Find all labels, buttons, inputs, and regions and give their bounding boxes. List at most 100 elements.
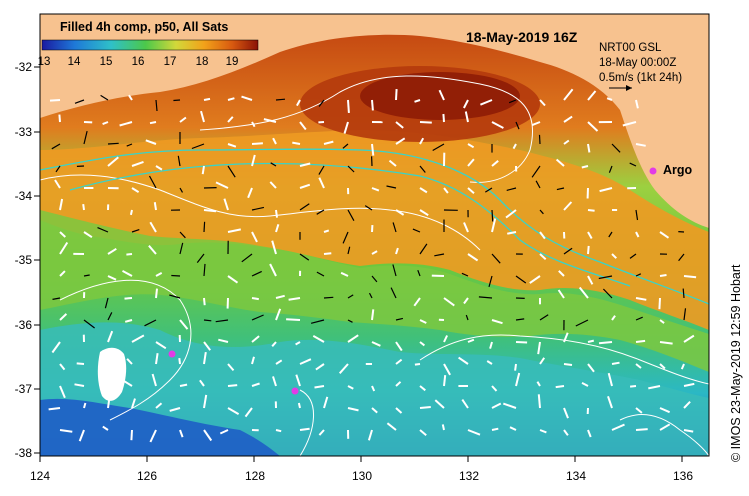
current-vector bbox=[347, 407, 359, 412]
current-vector bbox=[122, 270, 133, 277]
current-vector bbox=[155, 165, 163, 171]
map-title: 18-May-2019 16Z bbox=[466, 29, 578, 45]
current-vector bbox=[443, 374, 447, 387]
current-vector bbox=[275, 209, 278, 218]
current-vector bbox=[659, 407, 671, 414]
current-vector bbox=[340, 271, 349, 277]
colorbar-tick: 17 bbox=[163, 56, 177, 68]
current-vector bbox=[83, 231, 93, 239]
current-vector bbox=[635, 99, 639, 109]
current-vector bbox=[607, 395, 613, 409]
current-vector bbox=[318, 429, 325, 436]
current-vector bbox=[438, 89, 445, 101]
sst-cold-patch bbox=[40, 398, 280, 456]
current-vector bbox=[587, 121, 599, 132]
current-vector bbox=[179, 116, 187, 123]
current-vector bbox=[587, 339, 595, 343]
current-vector bbox=[635, 428, 648, 431]
x-tick-label: 132 bbox=[458, 469, 480, 483]
current-vector bbox=[463, 297, 469, 305]
current-vector bbox=[272, 376, 277, 387]
current-vector bbox=[149, 221, 157, 233]
current-vector bbox=[629, 385, 637, 388]
current-vector bbox=[480, 99, 493, 106]
current-vector bbox=[467, 429, 481, 436]
current-vector bbox=[196, 253, 205, 263]
current-vector bbox=[371, 187, 380, 192]
current-vector bbox=[119, 121, 133, 127]
current-vector bbox=[251, 142, 263, 145]
current-vector bbox=[419, 137, 425, 145]
current-vector bbox=[413, 297, 421, 307]
current-vector bbox=[275, 308, 282, 321]
current-vector bbox=[288, 297, 301, 301]
current-vector bbox=[556, 187, 565, 191]
current-vector bbox=[151, 373, 157, 387]
current-vector bbox=[371, 309, 375, 321]
current-vector bbox=[83, 130, 88, 145]
current-vector bbox=[659, 423, 671, 431]
current-vector bbox=[59, 385, 66, 399]
current-vector bbox=[310, 319, 325, 324]
current-vector bbox=[611, 143, 621, 153]
current-vector bbox=[215, 319, 229, 323]
current-vector bbox=[434, 253, 445, 257]
current-vector bbox=[179, 231, 186, 239]
current-vector bbox=[578, 286, 589, 299]
current-vector bbox=[539, 314, 549, 321]
current-vector bbox=[177, 155, 181, 167]
current-vector bbox=[104, 297, 109, 309]
current-vector bbox=[269, 181, 277, 189]
current-vector bbox=[395, 209, 405, 216]
current-vector bbox=[299, 203, 310, 211]
current-vector bbox=[458, 356, 469, 365]
current-vector bbox=[659, 231, 670, 239]
current-vector bbox=[169, 407, 181, 412]
current-vector bbox=[78, 429, 85, 442]
current-vector bbox=[581, 382, 589, 387]
current-vector bbox=[635, 363, 642, 369]
current-vector bbox=[145, 139, 157, 145]
current-vector bbox=[587, 209, 595, 212]
current-vector bbox=[121, 378, 133, 387]
current-vector bbox=[48, 407, 61, 411]
current-vector bbox=[371, 143, 375, 156]
current-vector bbox=[203, 351, 207, 365]
current-vector bbox=[297, 402, 301, 409]
current-vector bbox=[203, 319, 212, 322]
current-vector bbox=[83, 402, 87, 409]
current-vector bbox=[395, 89, 398, 101]
current-vector bbox=[179, 319, 189, 330]
current-vector bbox=[364, 205, 373, 211]
current-vector bbox=[395, 341, 403, 352]
current-vector bbox=[563, 139, 570, 145]
current-vector bbox=[463, 222, 469, 233]
current-vector bbox=[299, 427, 310, 431]
current-vector bbox=[102, 425, 109, 431]
current-vector bbox=[419, 319, 427, 324]
current-vector bbox=[107, 385, 114, 400]
current-vector bbox=[296, 99, 301, 107]
current-vector bbox=[148, 175, 157, 189]
current-vector bbox=[563, 88, 574, 101]
current-vector bbox=[635, 231, 640, 238]
current-vector bbox=[608, 165, 613, 173]
current-vector bbox=[286, 318, 301, 321]
current-vector bbox=[275, 359, 283, 365]
current-vector bbox=[347, 319, 353, 323]
current-vector bbox=[563, 363, 573, 366]
current-vector bbox=[635, 407, 643, 414]
current-vector bbox=[251, 382, 260, 387]
current-vector bbox=[371, 341, 381, 347]
current-vector bbox=[107, 312, 113, 321]
current-vector bbox=[611, 361, 620, 365]
current-vector bbox=[514, 363, 517, 371]
current-vector bbox=[223, 198, 229, 211]
current-vector bbox=[467, 253, 479, 262]
current-vector bbox=[412, 228, 421, 233]
current-vector bbox=[563, 115, 573, 123]
current-vector bbox=[434, 399, 445, 409]
current-vector bbox=[443, 187, 449, 194]
current-vector bbox=[179, 383, 188, 387]
current-vector bbox=[129, 209, 133, 216]
